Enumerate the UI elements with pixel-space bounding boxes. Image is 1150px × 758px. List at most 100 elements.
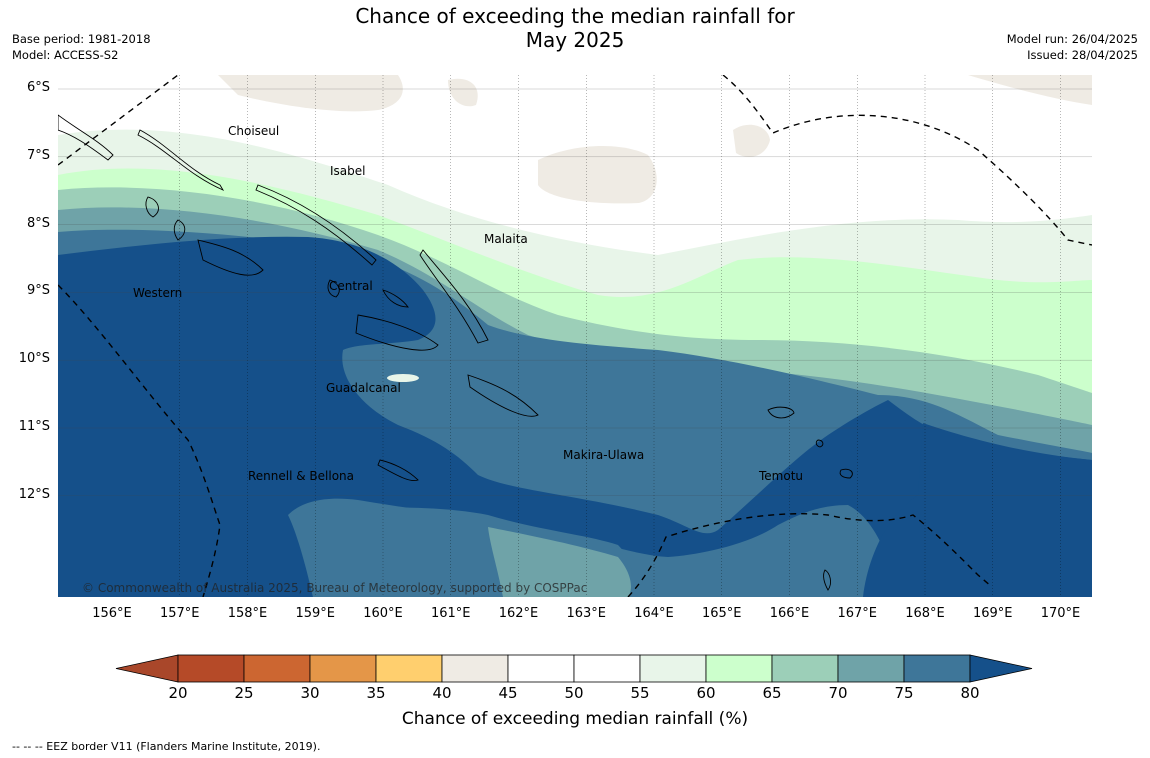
coast-russell: [382, 289, 409, 308]
lon-tick-label: 156°E: [92, 606, 132, 621]
colorbar: [115, 654, 1033, 683]
model-run: Model run: 26/04/2025: [1006, 32, 1138, 46]
lon-tick-label: 163°E: [566, 606, 607, 621]
title-line-1: Chance of exceeding the median rainfall …: [355, 4, 795, 28]
coast-vanikoro: [839, 468, 853, 479]
band-gt80-main: [58, 236, 1092, 597]
coast-malaita: [419, 249, 489, 344]
colorbar-tick-label: 40: [432, 684, 452, 702]
coast-isabel: [255, 184, 377, 266]
coast-ranongga: [173, 219, 186, 241]
colorbar-segment: [441, 654, 509, 683]
colorbar-segment: [309, 654, 377, 683]
graticule: [179, 75, 1061, 597]
lat-tick-label: 8°S: [26, 215, 50, 231]
colorbar-segment: [573, 654, 641, 683]
label-choiseul: Choiseul: [228, 124, 279, 138]
label-malaita: Malaita: [484, 232, 528, 246]
issued-date: Issued: 28/04/2025: [1027, 48, 1138, 62]
label-central: Central: [329, 279, 373, 293]
meta-right: Model run: 26/04/2025 Issued: 28/04/2025: [1007, 31, 1138, 63]
title-line-2: May 2025: [525, 28, 625, 52]
lon-tick-label: 169°E: [972, 606, 1013, 621]
colorbar-tick-label: 65: [762, 684, 782, 702]
colorbar-segment: [837, 654, 905, 683]
band-lt45-nw: [448, 78, 478, 107]
lon-tick-label: 158°E: [227, 606, 268, 621]
colorbar-segment: [639, 654, 707, 683]
band-gt80-east: [863, 423, 1092, 597]
coast-rennell: [377, 459, 419, 482]
rainfall-map: Choiseul Isabel Malaita Western Central …: [58, 75, 1092, 597]
colorbar-tick-label: 45: [498, 684, 518, 702]
lon-tick-label: 165°E: [701, 606, 742, 621]
band-lt45-guadalcanal: [387, 374, 419, 382]
model-name: Model: ACCESS-S2: [12, 48, 119, 62]
colorbar-label: Chance of exceeding median rainfall (%): [401, 709, 749, 729]
eez-footnote: -- -- -- EEZ border V11 (Flanders Marine…: [12, 740, 321, 753]
colorbar-tick-label: 60: [696, 684, 716, 702]
label-temotu: Temotu: [758, 469, 803, 483]
lon-tick-label: 167°E: [837, 606, 878, 621]
label-isabel: Isabel: [330, 164, 365, 178]
eez-north-west: [58, 75, 179, 166]
lon-tick-label: 162°E: [498, 606, 539, 621]
map-title: Chance of exceeding the median rainfall …: [0, 4, 1150, 52]
colorbar-segment: [375, 654, 443, 683]
colorbar-tick-label: 35: [366, 684, 386, 702]
latitude-lines: [58, 88, 1092, 496]
colorbar-segment: [705, 654, 773, 683]
lon-tick-label: 168°E: [905, 606, 945, 621]
lat-tick-label: 7°S: [26, 147, 50, 163]
colorbar-tick-label: 70: [828, 684, 848, 702]
lon-tick-label: 157°E: [159, 606, 200, 621]
lon-tick-label: 164°E: [634, 606, 674, 621]
eez-borders: [58, 75, 1092, 597]
colorbar-segment: [243, 654, 311, 683]
colorbar-arrow-high: [969, 654, 1033, 683]
lat-tick-label: 10°S: [18, 351, 50, 367]
colorbar-tick-label: 20: [168, 684, 188, 702]
label-makira-ulawa: Makira-Ulawa: [563, 448, 644, 462]
eez-north-east: [722, 75, 1092, 246]
colorbar-segment: [177, 654, 245, 683]
coast-santa-cruz: [767, 406, 795, 419]
colorbar-tick-label: 25: [234, 684, 254, 702]
coast-new-georgia: [197, 239, 264, 276]
colorbar-arrow-low: [115, 654, 179, 683]
coast-choiseul: [137, 129, 225, 191]
coast-anuta: [823, 569, 832, 591]
band-lt45-small: [733, 124, 770, 157]
copyright-notice: © Commonwealth of Australia 2025, Bureau…: [82, 581, 587, 595]
colorbar-segment: [903, 654, 971, 683]
band-70-75-south: [488, 527, 631, 597]
lat-tick-label: 9°S: [26, 283, 50, 299]
colorbar-tick-label: 50: [564, 684, 584, 702]
label-guadalcanal: Guadalcanal: [326, 381, 401, 395]
coast-makira: [467, 374, 539, 417]
label-rennell-bellona: Rennell & Bellona: [248, 469, 354, 483]
lon-tick-label: 160°E: [363, 606, 403, 621]
label-western: Western: [133, 286, 182, 300]
lat-tick-label: 11°S: [18, 419, 50, 434]
colorbar-segment: [771, 654, 839, 683]
band-lt45-east: [968, 75, 1092, 105]
band-lt45-north: [218, 75, 403, 112]
coast-guadalcanal: [355, 314, 439, 351]
colorbar-tick-label: 30: [300, 684, 320, 702]
eez-south-east: [627, 513, 993, 597]
meta-left: Base period: 1981-2018 Model: ACCESS-S2: [12, 31, 151, 63]
lon-tick-label: 166°E: [769, 606, 810, 621]
base-period: Base period: 1981-2018: [12, 32, 151, 46]
colorbar-tick-label: 75: [894, 684, 914, 702]
eez-south-west: [58, 284, 221, 597]
coast-nggela: [327, 279, 340, 298]
lon-tick-label: 161°E: [430, 606, 471, 621]
coastlines: [58, 114, 853, 591]
lon-tick-label: 170°E: [1040, 606, 1081, 621]
colorbar-segment: [507, 654, 575, 683]
lat-tick-label: 12°S: [18, 486, 50, 502]
coast-tikopia: [815, 439, 824, 448]
colorbar-tick-label: 55: [630, 684, 650, 702]
coast-bougainville-tip: [58, 114, 114, 161]
